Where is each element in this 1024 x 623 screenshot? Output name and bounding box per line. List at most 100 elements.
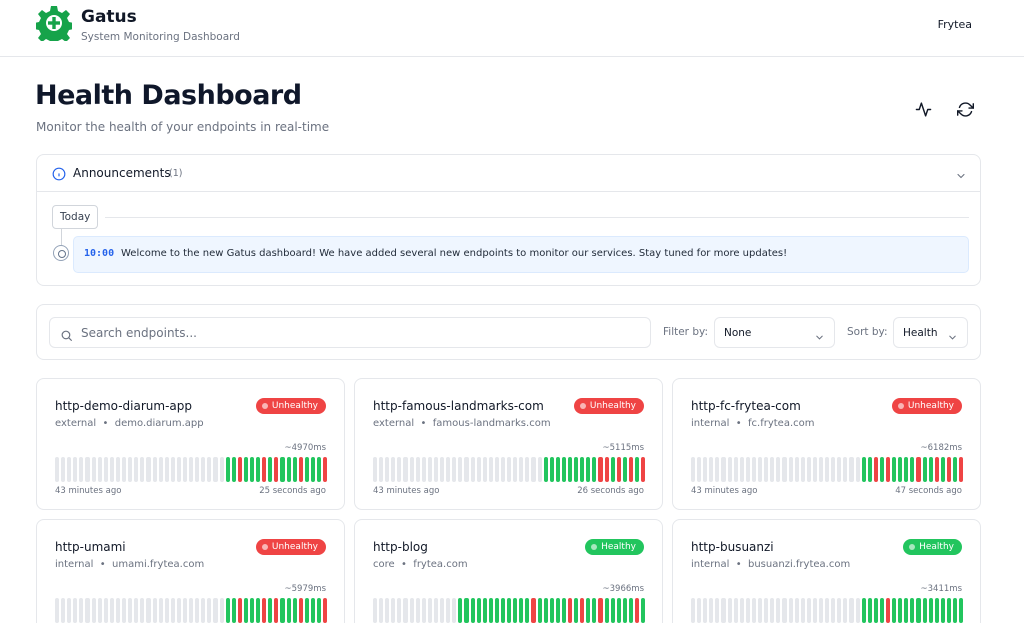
result-bar-healthy[interactable] [470, 598, 475, 623]
result-bar-healthy[interactable] [268, 598, 273, 623]
result-bar-unhealthy[interactable] [323, 598, 328, 623]
result-bar-healthy[interactable] [928, 598, 933, 623]
result-bar-healthy[interactable] [555, 598, 560, 623]
endpoint-card[interactable]: http-fc-frytea-com Unhealthy internal • fc… [672, 378, 981, 510]
result-bar-healthy[interactable] [458, 598, 463, 623]
result-bar-healthy[interactable] [286, 598, 291, 623]
result-bar-healthy[interactable] [310, 457, 316, 482]
result-bar-healthy[interactable] [292, 457, 297, 482]
result-bar-unhealthy[interactable] [598, 598, 603, 623]
result-bar-unhealthy[interactable] [873, 457, 878, 482]
result-bar-healthy[interactable] [592, 598, 597, 623]
result-bar-unhealthy[interactable] [946, 457, 952, 482]
result-bar-healthy[interactable] [904, 457, 909, 482]
endpoint-name[interactable]: http-famous-landmarks-com [373, 399, 544, 413]
result-bar-healthy[interactable] [561, 598, 566, 623]
result-bar-unhealthy[interactable] [916, 457, 921, 482]
result-bar-healthy[interactable] [892, 598, 897, 623]
result-bar-healthy[interactable] [867, 598, 872, 623]
result-bar-healthy[interactable] [310, 598, 316, 623]
endpoint-name[interactable]: http-busuanzi [691, 540, 774, 554]
result-bar-unhealthy[interactable] [934, 457, 939, 482]
result-bar-healthy[interactable] [628, 598, 634, 623]
result-bar-healthy[interactable] [243, 457, 248, 482]
endpoint-card[interactable]: http-blog Healthy core • frytea.com ~3966ms [354, 519, 663, 623]
result-bar-unhealthy[interactable] [616, 457, 621, 482]
endpoint-name[interactable]: http-fc-frytea-com [691, 399, 801, 413]
result-bar-healthy[interactable] [861, 457, 866, 482]
result-bar-healthy[interactable] [622, 598, 627, 623]
result-bar-healthy[interactable] [940, 457, 945, 482]
result-bar-healthy[interactable] [934, 598, 939, 623]
result-bar-unhealthy[interactable] [237, 598, 242, 623]
result-bar-healthy[interactable] [549, 598, 554, 623]
result-bar-healthy[interactable] [286, 457, 291, 482]
result-bar-healthy[interactable] [555, 457, 560, 482]
result-bar-unhealthy[interactable] [262, 457, 267, 482]
result-bar-healthy[interactable] [250, 457, 255, 482]
result-bar-healthy[interactable] [543, 457, 548, 482]
search-input[interactable]: Search endpoints... [49, 317, 651, 348]
result-bar-healthy[interactable] [317, 598, 322, 623]
result-bar-unhealthy[interactable] [635, 598, 640, 623]
gatus-logo-icon[interactable] [34, 5, 74, 46]
result-bar-healthy[interactable] [622, 457, 627, 482]
result-bar-unhealthy[interactable] [323, 457, 328, 482]
sort-select[interactable]: Health [893, 317, 968, 348]
result-bar-healthy[interactable] [256, 598, 261, 623]
result-bar-healthy[interactable] [616, 598, 621, 623]
endpoint-name[interactable]: http-demo-diarum-app [55, 399, 192, 413]
result-bar-healthy[interactable] [256, 457, 261, 482]
result-bar-healthy[interactable] [928, 457, 933, 482]
result-bar-healthy[interactable] [580, 457, 585, 482]
result-bar-healthy[interactable] [317, 457, 322, 482]
result-bar-healthy[interactable] [641, 598, 646, 623]
result-bar-healthy[interactable] [494, 598, 499, 623]
result-bar-healthy[interactable] [916, 598, 921, 623]
result-bar-healthy[interactable] [225, 598, 230, 623]
result-bar-healthy[interactable] [946, 598, 952, 623]
announcements-header[interactable]: Announcements (1) [37, 155, 980, 192]
result-bar-healthy[interactable] [304, 598, 309, 623]
result-bar-healthy[interactable] [922, 457, 927, 482]
result-bar-healthy[interactable] [867, 457, 872, 482]
result-bar-healthy[interactable] [519, 598, 524, 623]
result-bar-healthy[interactable] [574, 598, 579, 623]
result-bar-healthy[interactable] [610, 598, 615, 623]
result-bar-unhealthy[interactable] [274, 598, 279, 623]
endpoint-card[interactable]: http-demo-diarum-app Unhealthy external • … [36, 378, 345, 510]
result-bar-healthy[interactable] [513, 598, 518, 623]
result-bar-healthy[interactable] [892, 457, 897, 482]
endpoint-card[interactable]: http-famous-landmarks-com Unhealthy extern… [354, 378, 663, 510]
result-bar-healthy[interactable] [243, 598, 248, 623]
result-bar-unhealthy[interactable] [886, 457, 891, 482]
chevron-down-icon[interactable] [955, 167, 967, 179]
result-bar-healthy[interactable] [250, 598, 255, 623]
result-bar-healthy[interactable] [507, 598, 512, 623]
result-bar-unhealthy[interactable] [237, 457, 242, 482]
result-bar-healthy[interactable] [476, 598, 481, 623]
result-bar-healthy[interactable] [568, 457, 573, 482]
result-bar-healthy[interactable] [543, 598, 548, 623]
result-bar-healthy[interactable] [464, 598, 469, 623]
result-bar-unhealthy[interactable] [262, 598, 267, 623]
result-bar-healthy[interactable] [280, 598, 285, 623]
result-bar-healthy[interactable] [879, 457, 884, 482]
result-bar-healthy[interactable] [873, 598, 878, 623]
result-bar-unhealthy[interactable] [628, 457, 634, 482]
filter-select[interactable]: None [714, 317, 835, 348]
result-bar-healthy[interactable] [861, 598, 866, 623]
result-bar-healthy[interactable] [537, 598, 542, 623]
result-bar-healthy[interactable] [610, 457, 615, 482]
result-bar-healthy[interactable] [225, 457, 230, 482]
result-bar-healthy[interactable] [482, 598, 487, 623]
result-bar-healthy[interactable] [904, 598, 909, 623]
result-bar-healthy[interactable] [525, 598, 530, 623]
endpoint-card[interactable]: http-umami Unhealthy internal • umami.fryt… [36, 519, 345, 623]
result-bar-healthy[interactable] [574, 457, 579, 482]
result-bar-healthy[interactable] [586, 598, 591, 623]
result-bar-healthy[interactable] [898, 598, 903, 623]
endpoint-card[interactable]: http-busuanzi Healthy internal • busuanzi.… [672, 519, 981, 623]
user-name[interactable]: Frytea [937, 18, 972, 31]
endpoint-name[interactable]: http-umami [55, 540, 126, 554]
